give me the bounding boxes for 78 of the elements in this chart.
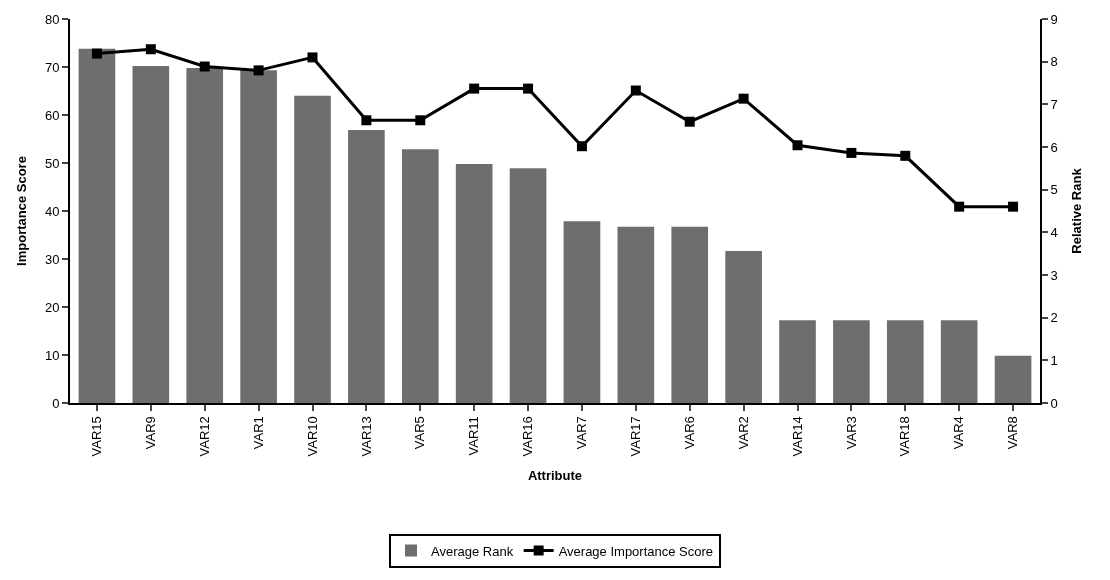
x-tick-label: VAR7 — [574, 416, 590, 450]
bar — [348, 129, 385, 403]
bar — [779, 320, 816, 403]
legend-label: Average Importance Score — [558, 543, 714, 559]
point — [253, 65, 264, 76]
x-tick-label: VAR12 — [196, 416, 212, 457]
y-tick-label: 60 — [44, 107, 60, 123]
y-tick-label: 50 — [44, 155, 60, 171]
point — [738, 93, 749, 104]
y2-tick-label: 3 — [1050, 267, 1058, 283]
y2-tick-label: 0 — [1050, 395, 1058, 411]
y-tick-label: 20 — [44, 299, 60, 315]
x-tick-label: VAR5 — [412, 416, 428, 450]
y2-tick-label: 4 — [1050, 224, 1058, 240]
x-tick-label: VAR8 — [1005, 416, 1021, 450]
point — [684, 116, 695, 127]
y-tick-label: 30 — [44, 251, 60, 267]
bar — [725, 251, 762, 403]
x-tick-label: VAR9 — [143, 416, 159, 450]
y2-tick-label: 8 — [1050, 54, 1058, 70]
point — [523, 83, 534, 94]
point — [91, 48, 102, 59]
bar — [617, 226, 655, 403]
bar — [455, 164, 493, 403]
x-axis-title: Attribute — [527, 467, 583, 483]
x-tick-label: VAR2 — [735, 416, 751, 450]
x-tick-label: VAR13 — [358, 416, 374, 457]
bar — [186, 68, 224, 403]
x-tick-label: VAR17 — [628, 416, 644, 457]
point — [469, 83, 480, 94]
y2-tick-label: 7 — [1050, 96, 1058, 112]
bar — [940, 320, 978, 403]
point — [846, 147, 857, 158]
point — [145, 44, 156, 55]
y2-tick-label: 6 — [1050, 139, 1058, 155]
bar — [563, 221, 601, 403]
point — [361, 115, 372, 126]
y2-axis-title: Relative Rank — [1068, 167, 1084, 254]
point — [415, 115, 426, 126]
x-tick-label: VAR10 — [304, 416, 320, 457]
y2-tick-label: 1 — [1050, 352, 1058, 368]
legend-label: Average Rank — [431, 543, 514, 559]
y2-tick-label: 9 — [1050, 11, 1058, 27]
point — [576, 141, 587, 152]
x-tick-label: VAR11 — [466, 416, 482, 456]
y2-tick-label: 2 — [1050, 310, 1058, 326]
x-tick-label: VAR3 — [843, 416, 859, 450]
y-tick-label: 80 — [44, 11, 60, 27]
x-tick-label: VAR18 — [897, 416, 913, 457]
point — [307, 52, 318, 63]
bar — [132, 65, 170, 403]
x-tick-label: VAR1 — [250, 416, 266, 450]
point — [199, 61, 210, 72]
y-tick-label: 0 — [52, 395, 60, 411]
bar — [240, 70, 277, 403]
x-tick-label: VAR6 — [681, 416, 697, 450]
bar — [401, 149, 439, 403]
point — [954, 201, 965, 212]
bar — [509, 168, 547, 403]
bar — [994, 355, 1032, 403]
x-tick-label: VAR15 — [89, 416, 105, 457]
y-tick-label: 70 — [44, 59, 60, 75]
point — [792, 140, 803, 151]
y-tick-label: 40 — [44, 203, 60, 219]
x-tick-label: VAR14 — [789, 416, 805, 457]
bar — [294, 95, 331, 403]
bar — [833, 320, 870, 403]
point — [900, 150, 911, 161]
x-tick-label: VAR16 — [520, 416, 536, 457]
bar — [78, 48, 116, 403]
y2-tick-label: 5 — [1050, 182, 1058, 198]
y-axis-title: Importance Score — [14, 156, 30, 266]
bar — [886, 320, 924, 403]
point — [1008, 201, 1019, 212]
y-tick-label: 10 — [44, 347, 60, 363]
point — [630, 85, 641, 96]
x-tick-label: VAR4 — [951, 416, 967, 450]
bar — [671, 226, 709, 403]
